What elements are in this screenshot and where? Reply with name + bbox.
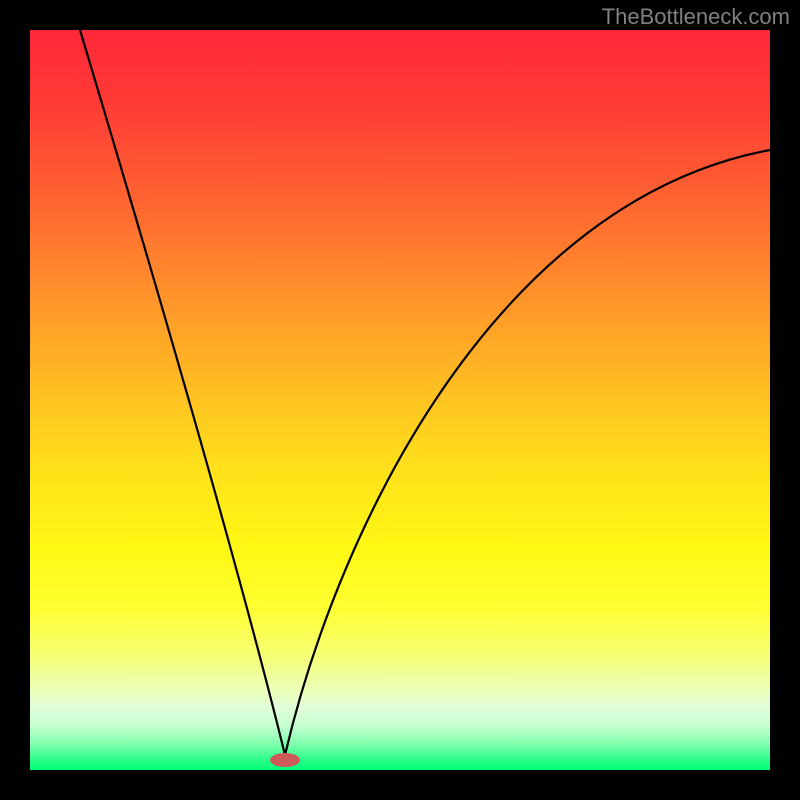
- chart-svg: [0, 0, 800, 800]
- chart-frame: TheBottleneck.com: [0, 0, 800, 800]
- watermark-text: TheBottleneck.com: [602, 4, 790, 30]
- vertex-marker: [270, 753, 300, 767]
- gradient-rect: [30, 30, 770, 770]
